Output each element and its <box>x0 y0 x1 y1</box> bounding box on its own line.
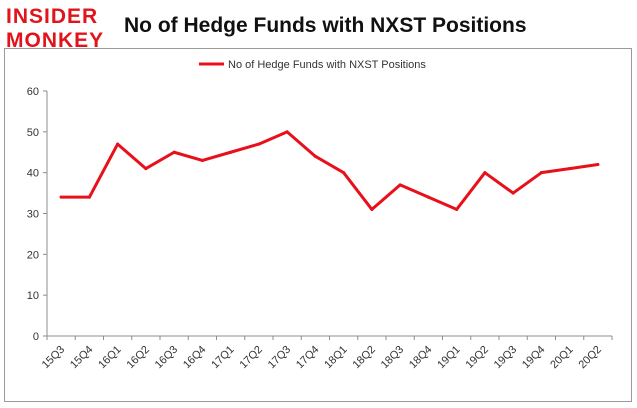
data-point <box>511 191 515 195</box>
series-line-segment <box>144 150 176 171</box>
data-point <box>87 195 91 199</box>
series-line-segment <box>285 130 317 158</box>
series-line-segment <box>257 130 289 146</box>
x-tick-label: 19Q3 <box>492 344 520 372</box>
data-point <box>539 171 543 175</box>
x-tick-label: 17Q1 <box>209 344 237 372</box>
x-tick-label: 16Q4 <box>181 344 209 372</box>
x-tick-label: 19Q4 <box>520 344 548 372</box>
x-tick-label: 16Q2 <box>124 344 152 372</box>
x-tick-label: 18Q1 <box>322 344 350 372</box>
y-tick-label: 30 <box>27 209 39 221</box>
x-tick-label: 18Q3 <box>379 344 407 372</box>
x-tick-label: 15Q3 <box>40 344 68 372</box>
data-point <box>257 142 261 146</box>
data-point <box>455 207 459 211</box>
x-tick-label: 15Q4 <box>68 344 96 372</box>
data-point <box>285 130 289 134</box>
data-point <box>144 167 148 171</box>
data-point <box>370 207 374 211</box>
legend-label: No of Hedge Funds with NXST Positions <box>228 59 426 71</box>
series-line-segment <box>539 167 572 175</box>
data-point <box>568 167 572 171</box>
series-line-segment <box>511 171 543 195</box>
data-point <box>229 150 233 154</box>
series-line-segment <box>200 150 233 162</box>
y-tick-label: 0 <box>33 331 39 343</box>
data-point <box>342 171 346 175</box>
x-tick-labels: 15Q3 15Q4 16Q1 16Q2 16Q3 16Q4 17Q1 17Q2 17Q3 17Q4… <box>40 344 604 372</box>
series-lines <box>59 130 600 211</box>
x-tick-label: 17Q4 <box>294 344 322 372</box>
y-tick-label: 10 <box>27 290 39 302</box>
data-point <box>596 163 600 166</box>
logo-line-1: INSIDER <box>6 5 99 28</box>
series-line-segment <box>172 150 204 162</box>
axes <box>43 90 613 340</box>
series-line-segment <box>342 171 374 211</box>
x-tick-label: 20Q1 <box>548 344 576 372</box>
x-tick-label: 18Q4 <box>407 344 435 372</box>
series-line-segment <box>116 142 148 171</box>
y-tick-label: 20 <box>27 249 39 261</box>
x-tick-label: 19Q2 <box>463 344 491 372</box>
series-line-segment <box>313 154 346 175</box>
x-tick-label: 16Q1 <box>96 344 124 372</box>
y-tick-labels: 0 10 20 30 40 50 60 <box>27 86 39 343</box>
series-line-segment <box>370 183 402 211</box>
x-tick-label: 18Q2 <box>350 344 378 372</box>
x-tick-label: 17Q3 <box>266 344 294 372</box>
series-line-segment <box>426 195 459 211</box>
data-point <box>116 142 120 146</box>
y-tick-label: 40 <box>27 168 39 180</box>
data-point <box>398 183 402 187</box>
data-point <box>172 150 176 154</box>
data-point <box>426 195 430 199</box>
data-point <box>313 154 317 158</box>
x-tick-label: 16Q3 <box>153 344 181 372</box>
series-line-segment <box>87 142 120 199</box>
data-point <box>59 195 63 199</box>
logo-line-2: MONKEY <box>6 29 105 52</box>
insider-monkey-logo: INSIDER MONKEY <box>6 4 118 56</box>
chart-title: No of Hedge Funds with NXST Positions <box>124 14 527 37</box>
series-line-segment <box>455 171 487 211</box>
series-line-segment <box>568 163 600 171</box>
x-tick-label: 19Q1 <box>435 344 463 372</box>
y-tick-label: 50 <box>27 127 39 139</box>
data-point <box>200 158 204 162</box>
chart-frame <box>4 48 632 402</box>
data-point <box>483 171 487 175</box>
y-tick-label: 60 <box>27 86 39 98</box>
x-tick-label: 17Q2 <box>237 344 265 372</box>
series-line-segment <box>483 171 515 195</box>
legend: No of Hedge Funds with NXST Positions <box>199 59 426 71</box>
series-line-segment <box>398 183 430 199</box>
x-tick-label: 20Q2 <box>576 344 604 372</box>
series-line-segment <box>229 142 261 154</box>
